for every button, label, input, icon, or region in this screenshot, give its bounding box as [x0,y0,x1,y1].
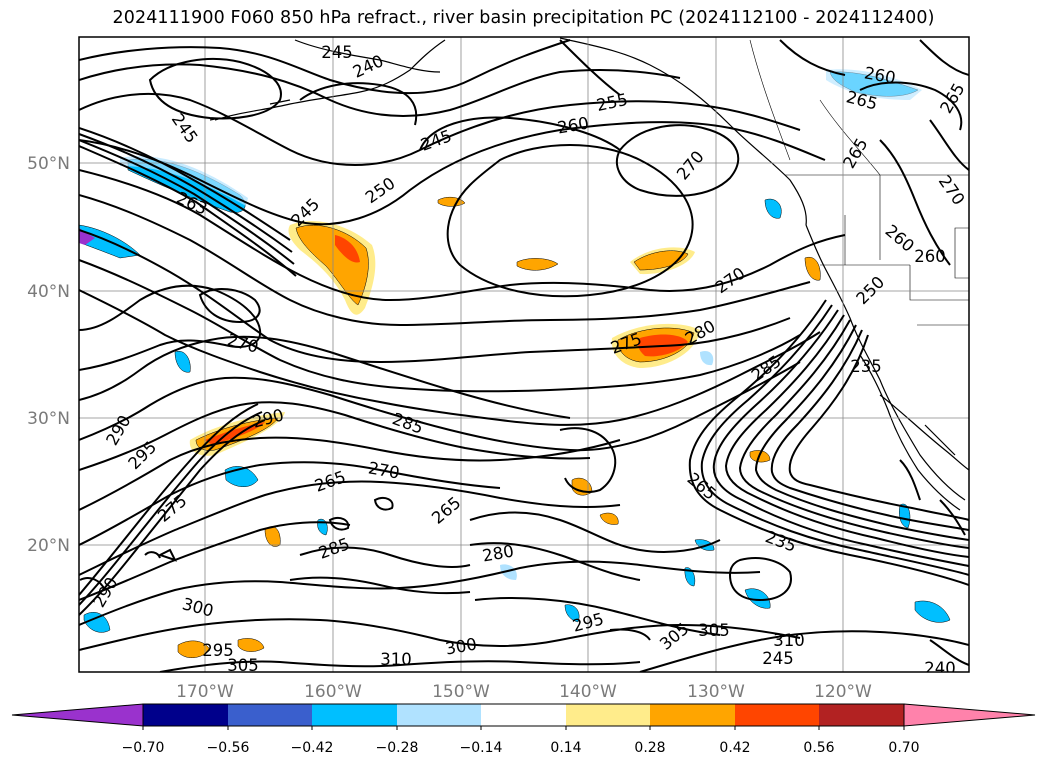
lat-tick-label: 50°N [27,154,70,174]
colorbar-extend-high [903,703,1036,727]
contour-label: 260 [914,247,946,266]
lat-tick-label: 20°N [27,536,70,556]
gridlines [79,37,969,672]
contour-label: 295 [202,641,234,660]
lon-tick-label: 120°W [814,682,872,702]
contour-label: 305 [698,621,730,640]
map-area [79,37,969,672]
contour-label: 305 [227,656,259,675]
map-title: 2024111900 F060 850 hPa refract., river … [112,8,935,28]
contour-label: 310 [773,631,805,650]
lon-tick-label: 140°W [559,682,617,702]
contour-label: 310 [380,650,412,669]
borders [749,39,969,326]
colorbar: −0.70 −0.56 −0.42 −0.28 −0.14 0.14 0.28 0.42 0.5… [11,703,1036,756]
colorbar-tick-label: −0.56 [207,740,250,756]
lon-tick-label: 160°W [304,682,362,702]
colorbar-tick-label: −0.70 [122,740,165,756]
lon-tick-label: 150°W [432,682,490,702]
colorbar-segment [735,704,819,726]
colorbar-tick-label: 0.42 [719,740,750,756]
colorbar-tick-label: 0.14 [550,740,581,756]
contour-lines [79,39,969,672]
lat-tick-label: 30°N [27,409,70,429]
colorbar-frame [142,703,905,727]
map-frame [78,36,970,673]
colorbar-segment [397,704,481,726]
contour-label: 245 [321,43,353,62]
contour-label: 235 [850,357,882,376]
colorbar-segment [481,704,566,726]
colorbar-segment [650,704,735,726]
colorbar-segment [143,704,228,726]
lat-tick-label: 40°N [27,282,70,302]
contour-label: 240 [924,659,956,678]
colorbar-tick-label: 0.70 [888,740,919,756]
colorbar-extend-low [11,703,144,727]
lon-tick-label: 170°W [176,682,234,702]
axis-labels: 50°N 40°N 30°N 20°N 170°W 160°W 150°W 140°W 130°… [27,154,872,702]
contour-label: 245 [762,649,794,668]
colorbar-segment [228,704,312,726]
colorbar-tick-label: 0.28 [634,740,665,756]
colorbar-tick-label: −0.14 [460,740,503,756]
colorbar-tick-label: 0.56 [803,740,834,756]
colorbar-segment [566,704,650,726]
colorbar-segment [819,704,904,726]
colorbar-tick-label: −0.42 [291,740,334,756]
colorbar-tick-label: −0.28 [376,740,419,756]
lon-tick-label: 130°W [687,682,745,702]
colorbar-segment [312,704,397,726]
